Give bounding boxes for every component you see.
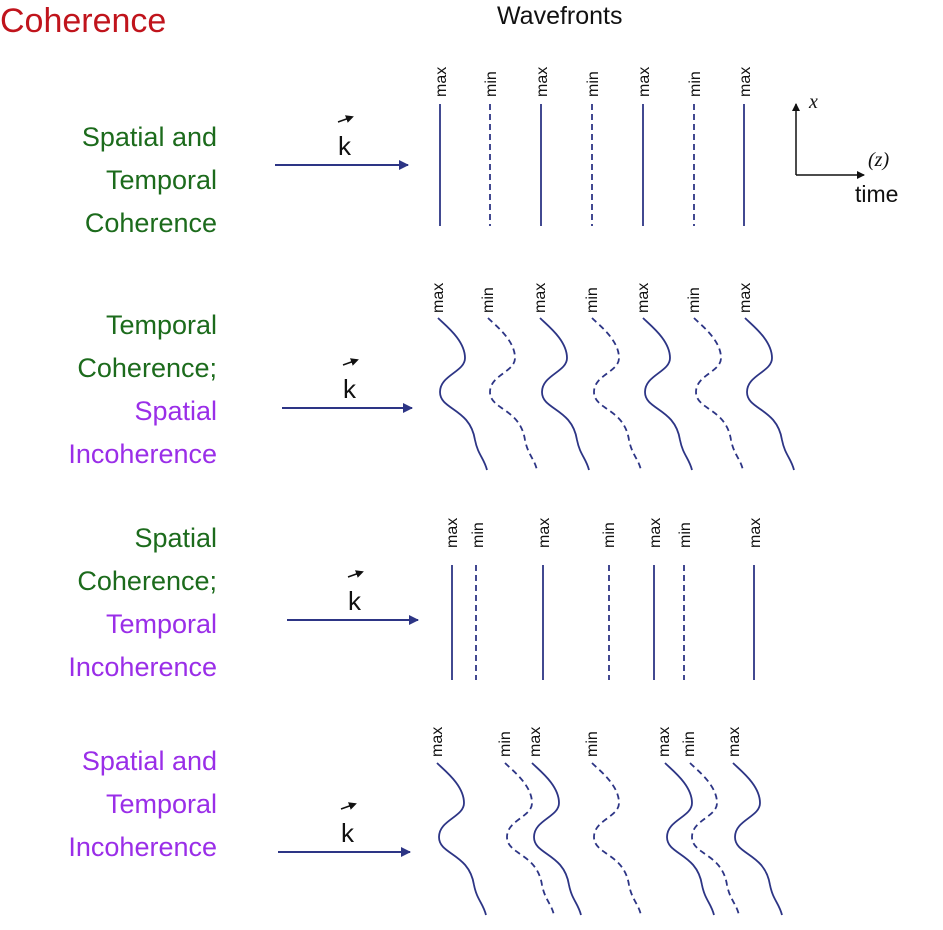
wavefront-max (732, 762, 783, 916)
row-2-diagram: k max min max min max min max (282, 283, 795, 471)
k-vector-label: k (343, 374, 357, 404)
wavefronts-heading: Wavefronts (497, 2, 623, 30)
wavefront-label: max (737, 67, 754, 97)
wavefront-max (642, 317, 693, 471)
x-axis-label: x (808, 91, 818, 113)
wavefront-label: max (536, 518, 553, 548)
wavefront-label: max (429, 727, 446, 757)
k-vector-arrow (337, 115, 354, 123)
wavefront-label: max (656, 727, 673, 757)
k-vector-label: k (338, 131, 352, 161)
wavefront-label: max (747, 518, 764, 548)
wavefront-max (539, 317, 590, 471)
wavefront-max (744, 317, 795, 471)
row-3-line-3: Temporal (105, 609, 217, 639)
row-2-line-1: Temporal (105, 310, 217, 340)
wavefront-max (437, 317, 488, 471)
wavefront-min (689, 762, 740, 916)
wavefront-label: max (527, 727, 544, 757)
k-vector-arrow (347, 570, 364, 578)
wavefront-max (531, 762, 582, 916)
wavefront-label: max (444, 518, 461, 548)
wavefront-label: max (636, 67, 653, 97)
row-4-line-3: Incoherence (68, 832, 217, 862)
wavefront-label: min (686, 287, 703, 313)
wavefront-min (591, 762, 642, 916)
wavefront-label: min (687, 71, 704, 97)
row-4-line-2: Temporal (105, 789, 217, 819)
wavefront-label: max (726, 727, 743, 757)
wavefront-label: min (497, 731, 514, 757)
row-1-line-2: Temporal (105, 165, 217, 195)
row-2-line-3: Spatial (134, 396, 217, 426)
row-4-diagram: k max min max min max min max (278, 727, 783, 916)
wavefront-label: min (470, 522, 487, 548)
wavefront-label: min (584, 287, 601, 313)
wavefront-label: min (677, 522, 694, 548)
k-vector-arrow (340, 802, 357, 810)
row-2-line-2: Coherence; (77, 353, 217, 383)
row-1-line-1: Spatial and (81, 122, 217, 152)
wavefront-label: min (585, 71, 602, 97)
row-3-line-4: Incoherence (68, 652, 217, 682)
row-2-label: Temporal Coherence; Spatial Incoherence (68, 304, 217, 476)
wavefront-label: max (433, 67, 450, 97)
row-3-diagram: k max min max min max min max (287, 518, 764, 680)
row-3-line-2: Coherence; (77, 566, 217, 596)
wavefront-label: min (601, 522, 618, 548)
wavefront-label: min (681, 731, 698, 757)
row-1-label: Spatial and Temporal Coherence (82, 116, 217, 245)
wavefront-max (436, 762, 487, 916)
wavefront-label: max (532, 283, 549, 313)
wavefront-max (664, 762, 715, 916)
row-1-line-3: Coherence (84, 208, 217, 238)
k-vector-label: k (348, 586, 362, 616)
wavefront-label: min (480, 287, 497, 313)
row-4-label: Spatial and Temporal Incoherence (68, 740, 217, 869)
wavefront-min (487, 317, 538, 471)
page-title: Coherence (0, 2, 167, 40)
wavefront-label: max (647, 518, 664, 548)
wavefront-min (591, 317, 642, 471)
axis-indicator: x (z) time (792, 91, 898, 207)
wavefront-label: max (534, 67, 551, 97)
k-vector-label: k (341, 818, 355, 848)
wavefront-min (693, 317, 744, 471)
wavefront-label: max (737, 283, 754, 313)
wavefront-label: min (483, 71, 500, 97)
wavefront-label: min (584, 731, 601, 757)
z-axis-label: (z) (868, 149, 889, 171)
row-3-line-1: Spatial (134, 523, 217, 553)
row-1-diagram: k max min max min max min max (275, 67, 754, 226)
k-vector-arrow (342, 358, 359, 366)
wavefront-label: max (635, 283, 652, 313)
time-axis-label: time (855, 181, 898, 207)
wavefront-min (504, 762, 555, 916)
row-3-label: Spatial Coherence; Temporal Incoherence (68, 517, 217, 689)
row-4-line-1: Spatial and (81, 746, 217, 776)
row-2-line-4: Incoherence (68, 439, 217, 469)
wavefront-label: max (430, 283, 447, 313)
